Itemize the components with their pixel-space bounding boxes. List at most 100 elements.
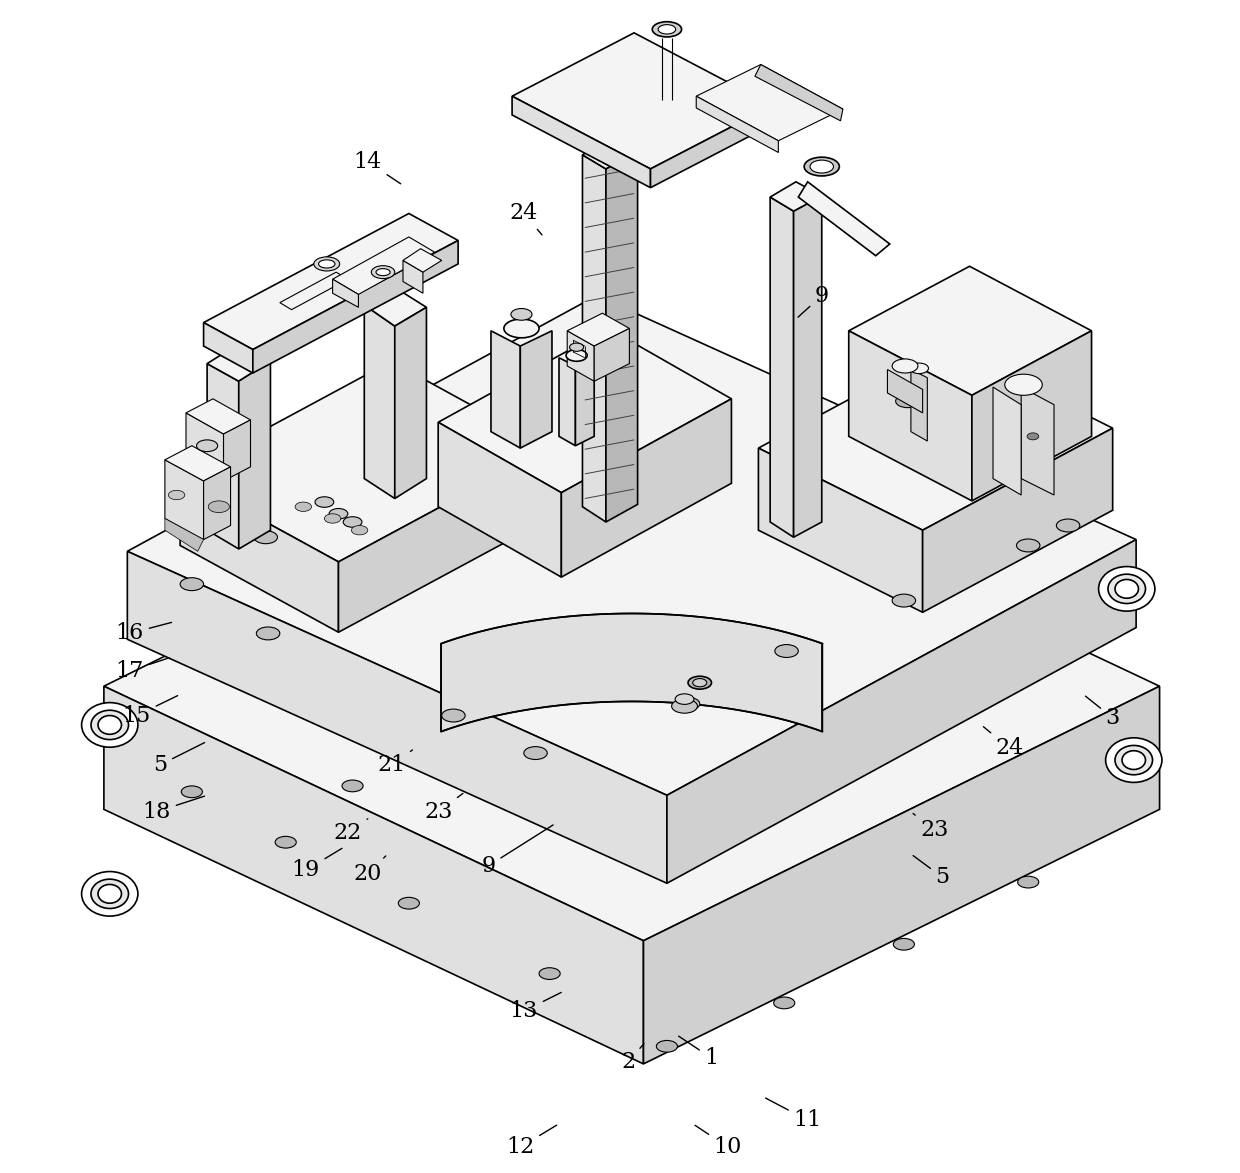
Ellipse shape <box>569 344 584 352</box>
Ellipse shape <box>1106 738 1162 782</box>
Text: 18: 18 <box>143 796 205 822</box>
Ellipse shape <box>676 697 699 710</box>
Ellipse shape <box>1017 538 1040 551</box>
Ellipse shape <box>441 708 465 721</box>
Polygon shape <box>606 150 637 522</box>
Polygon shape <box>403 249 441 272</box>
Polygon shape <box>911 369 928 441</box>
Polygon shape <box>491 331 521 448</box>
Polygon shape <box>280 272 348 310</box>
Polygon shape <box>165 518 203 551</box>
Polygon shape <box>128 551 667 883</box>
Polygon shape <box>644 686 1159 1064</box>
Ellipse shape <box>511 308 532 320</box>
Polygon shape <box>759 448 923 612</box>
Ellipse shape <box>1115 579 1138 598</box>
Ellipse shape <box>325 514 341 523</box>
Polygon shape <box>583 136 637 169</box>
Polygon shape <box>441 613 822 732</box>
Polygon shape <box>207 364 239 549</box>
Text: 17: 17 <box>115 658 170 682</box>
Ellipse shape <box>351 526 368 535</box>
Ellipse shape <box>275 836 296 848</box>
Ellipse shape <box>169 490 185 500</box>
Ellipse shape <box>342 780 363 792</box>
Ellipse shape <box>1029 419 1050 430</box>
Polygon shape <box>799 182 890 256</box>
Polygon shape <box>794 196 822 537</box>
Polygon shape <box>165 460 203 540</box>
Ellipse shape <box>257 626 280 640</box>
Ellipse shape <box>805 157 839 176</box>
Ellipse shape <box>197 440 218 452</box>
Ellipse shape <box>910 362 929 373</box>
Ellipse shape <box>892 359 918 373</box>
Ellipse shape <box>539 968 560 979</box>
Polygon shape <box>438 422 562 577</box>
Polygon shape <box>165 446 231 481</box>
Text: 23: 23 <box>424 793 463 822</box>
Ellipse shape <box>82 872 138 916</box>
Ellipse shape <box>1018 876 1039 888</box>
Polygon shape <box>365 287 427 326</box>
Ellipse shape <box>892 594 915 608</box>
Polygon shape <box>794 188 807 526</box>
Polygon shape <box>521 331 552 448</box>
Text: 12: 12 <box>506 1125 557 1158</box>
Polygon shape <box>888 369 923 413</box>
Ellipse shape <box>565 350 588 361</box>
Ellipse shape <box>688 676 712 690</box>
Text: 21: 21 <box>377 750 413 775</box>
Polygon shape <box>848 266 1091 395</box>
Polygon shape <box>696 96 779 152</box>
Ellipse shape <box>319 259 335 267</box>
Polygon shape <box>203 467 231 540</box>
Text: 11: 11 <box>765 1098 822 1131</box>
Polygon shape <box>594 328 630 381</box>
Polygon shape <box>128 296 1136 795</box>
Polygon shape <box>993 387 1022 495</box>
Ellipse shape <box>1027 433 1039 440</box>
Polygon shape <box>104 432 1159 941</box>
Ellipse shape <box>893 938 914 950</box>
Polygon shape <box>180 475 339 632</box>
Polygon shape <box>848 331 972 501</box>
Ellipse shape <box>1109 574 1146 603</box>
Text: 9: 9 <box>481 825 553 876</box>
Polygon shape <box>332 237 435 294</box>
Ellipse shape <box>675 693 694 704</box>
Ellipse shape <box>295 502 311 511</box>
Ellipse shape <box>314 257 340 271</box>
Ellipse shape <box>371 265 394 278</box>
Ellipse shape <box>376 269 391 276</box>
Polygon shape <box>223 420 250 481</box>
Polygon shape <box>394 307 427 499</box>
Text: 24: 24 <box>983 727 1023 759</box>
Text: 13: 13 <box>510 992 562 1022</box>
Text: 20: 20 <box>353 856 386 884</box>
Polygon shape <box>1022 387 1054 495</box>
Ellipse shape <box>652 22 682 36</box>
Text: 15: 15 <box>123 696 177 726</box>
Ellipse shape <box>82 703 138 747</box>
Ellipse shape <box>254 530 278 543</box>
Text: 22: 22 <box>334 819 368 843</box>
Text: 3: 3 <box>1085 696 1120 728</box>
Polygon shape <box>696 65 843 141</box>
Ellipse shape <box>775 645 799 657</box>
Ellipse shape <box>315 497 334 508</box>
Text: 2: 2 <box>621 1044 644 1072</box>
Text: 23: 23 <box>913 813 949 841</box>
Polygon shape <box>567 331 594 381</box>
Ellipse shape <box>98 716 122 734</box>
Ellipse shape <box>91 710 129 740</box>
Polygon shape <box>365 305 394 499</box>
Polygon shape <box>332 279 358 307</box>
Ellipse shape <box>658 25 676 34</box>
Polygon shape <box>207 344 270 381</box>
Ellipse shape <box>91 880 129 909</box>
Ellipse shape <box>329 508 348 518</box>
Polygon shape <box>651 106 773 188</box>
Polygon shape <box>180 361 549 562</box>
Polygon shape <box>575 358 594 446</box>
